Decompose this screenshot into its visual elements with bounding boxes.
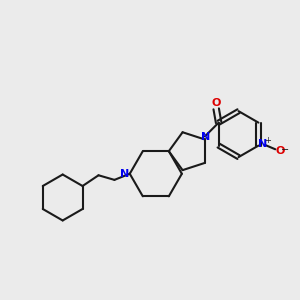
Text: N: N	[257, 139, 267, 149]
Text: O: O	[212, 98, 221, 108]
Text: O: O	[275, 146, 285, 156]
Text: −: −	[281, 145, 289, 155]
Text: N: N	[201, 132, 210, 142]
Text: +: +	[264, 136, 271, 145]
Text: N: N	[120, 169, 129, 179]
